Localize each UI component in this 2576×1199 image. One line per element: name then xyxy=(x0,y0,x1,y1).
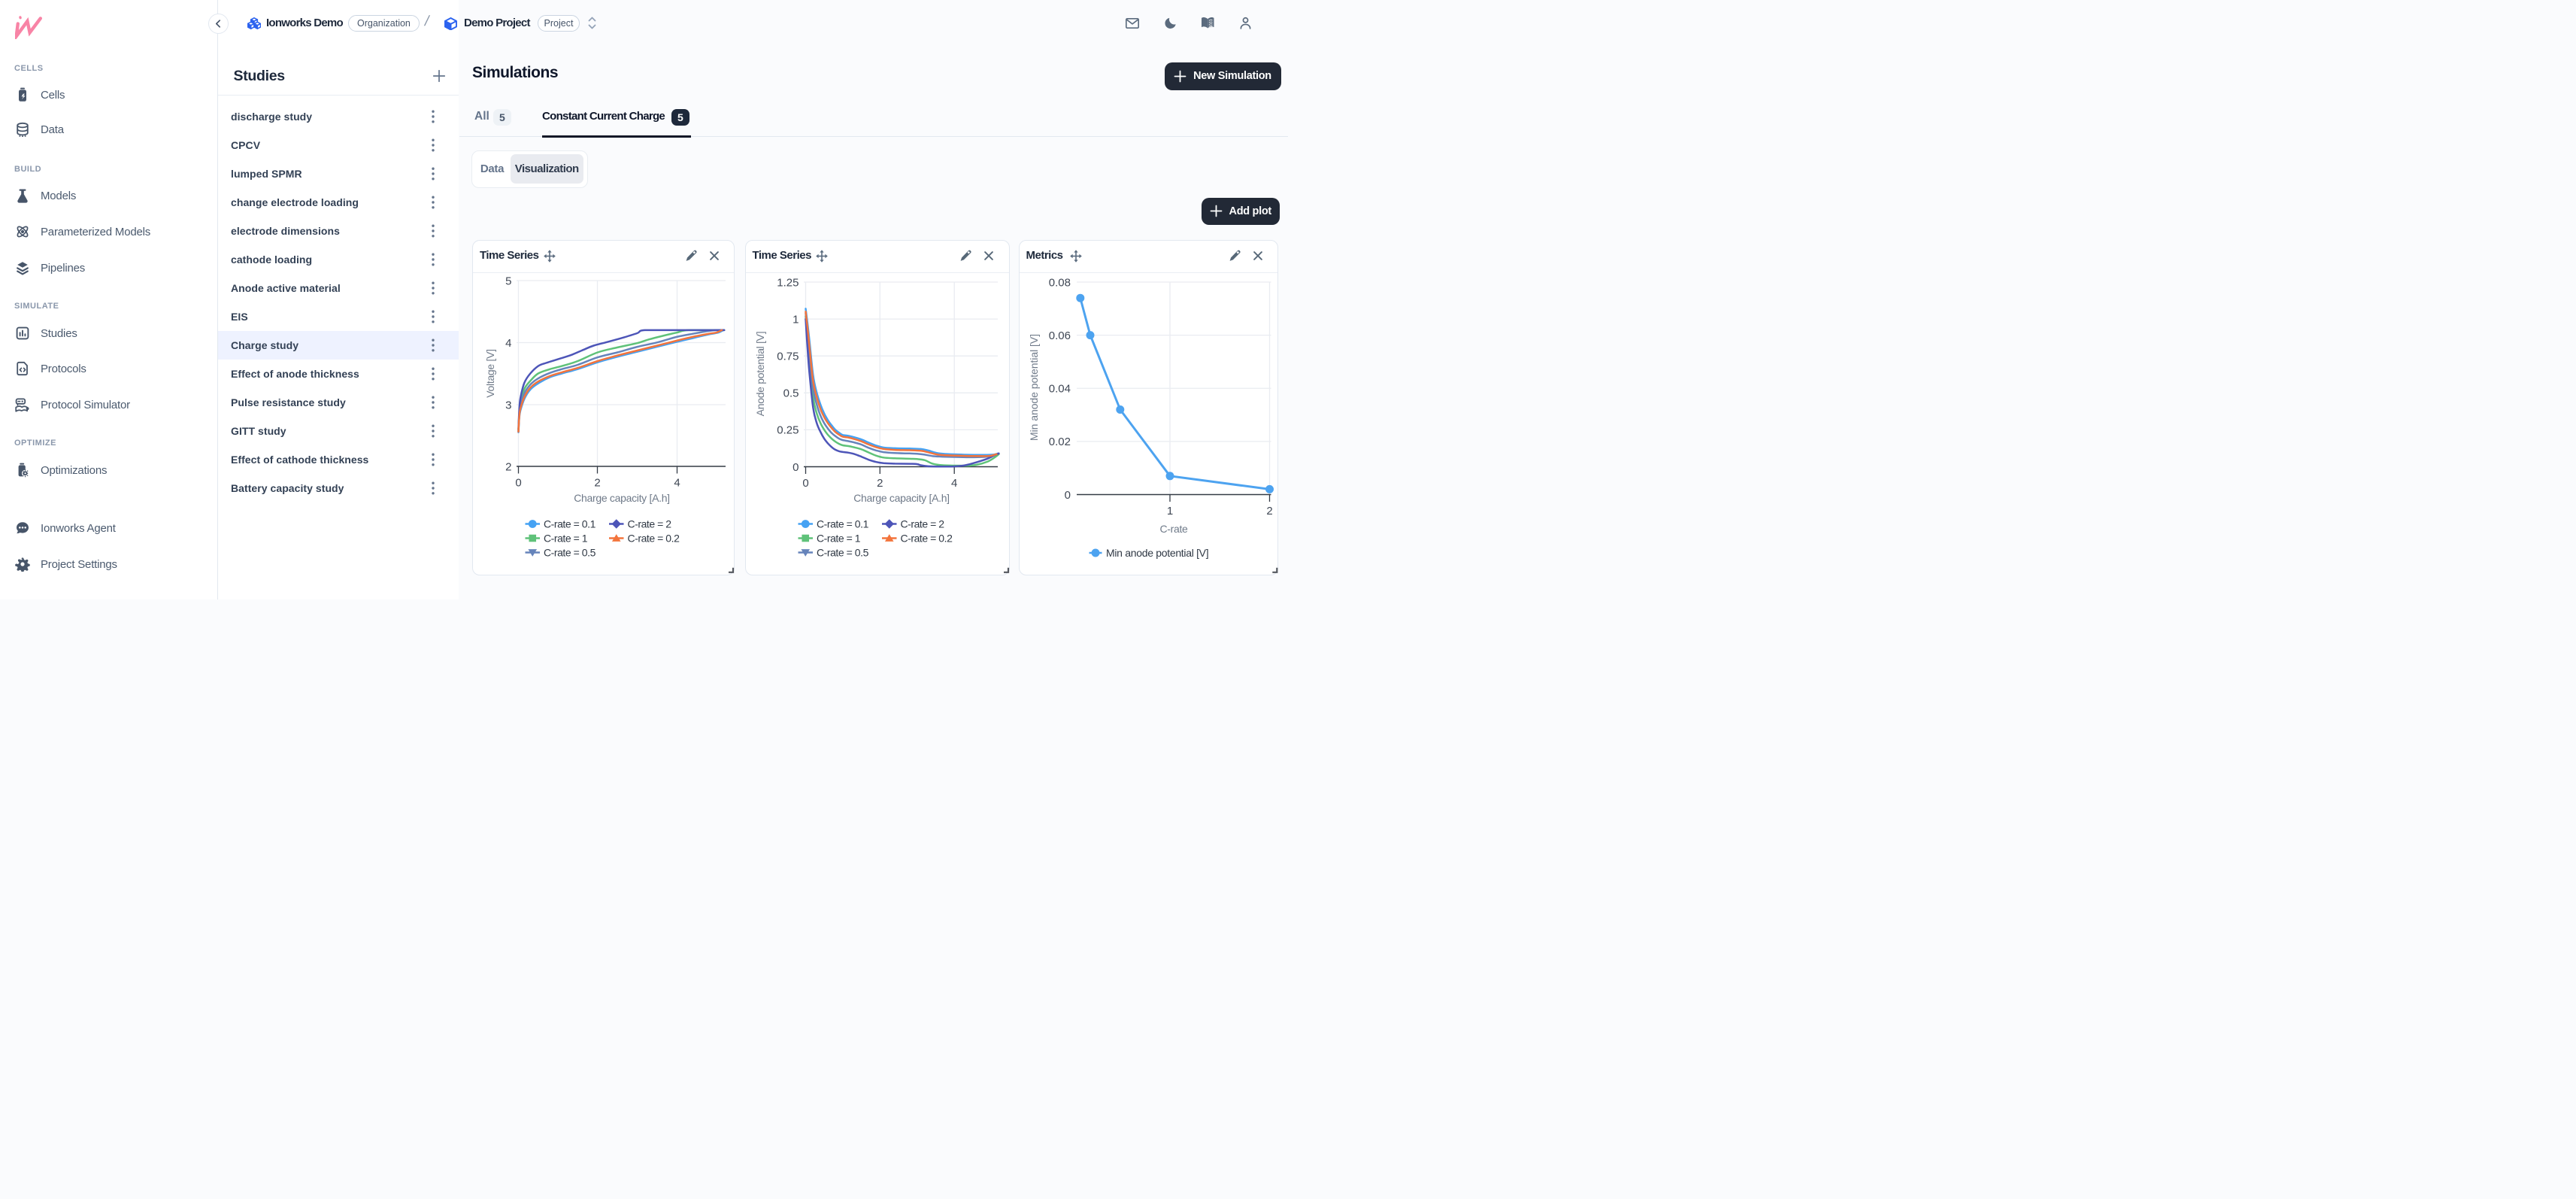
svg-text:1: 1 xyxy=(1166,505,1172,518)
svg-text:0.75: 0.75 xyxy=(777,350,799,363)
svg-text:C-rate = 1: C-rate = 1 xyxy=(544,532,588,544)
svg-text:C-rate = 0.1: C-rate = 0.1 xyxy=(817,518,869,530)
svg-text:2: 2 xyxy=(594,476,600,489)
svg-text:C-rate = 0.1: C-rate = 0.1 xyxy=(544,518,596,530)
svg-text:C-rate: C-rate xyxy=(1159,523,1188,535)
svg-text:2: 2 xyxy=(505,460,511,473)
svg-text:Charge capacity [A.h]: Charge capacity [A.h] xyxy=(574,492,670,504)
svg-text:2: 2 xyxy=(877,477,883,490)
svg-text:Min anode potential [V]: Min anode potential [V] xyxy=(1028,333,1040,440)
svg-text:5: 5 xyxy=(505,275,511,287)
svg-text:0.06: 0.06 xyxy=(1048,329,1070,341)
svg-text:C-rate = 0.5: C-rate = 0.5 xyxy=(544,546,596,558)
svg-text:2: 2 xyxy=(1266,505,1272,518)
svg-text:0: 0 xyxy=(515,476,521,489)
svg-text:Voltage [V]: Voltage [V] xyxy=(484,349,496,397)
svg-text:0.02: 0.02 xyxy=(1048,436,1070,448)
svg-text:4: 4 xyxy=(674,476,680,489)
svg-text:1.25: 1.25 xyxy=(777,276,799,289)
svg-text:C-rate = 2: C-rate = 2 xyxy=(628,518,672,530)
svg-text:C-rate = 1: C-rate = 1 xyxy=(817,532,861,544)
svg-text:0: 0 xyxy=(792,460,799,473)
svg-text:C-rate = 0.2: C-rate = 0.2 xyxy=(900,532,953,544)
svg-text:0: 0 xyxy=(802,477,808,490)
svg-text:C-rate = 0.2: C-rate = 0.2 xyxy=(628,532,680,544)
svg-text:0.04: 0.04 xyxy=(1048,382,1070,395)
svg-text:C-rate = 2: C-rate = 2 xyxy=(900,518,944,530)
svg-text:Anode potential [V]: Anode potential [V] xyxy=(754,331,766,416)
svg-text:Charge capacity [A.h]: Charge capacity [A.h] xyxy=(853,492,950,504)
svg-text:0.08: 0.08 xyxy=(1048,276,1070,289)
svg-text:4: 4 xyxy=(505,336,511,349)
svg-text:3: 3 xyxy=(505,399,511,411)
svg-text:C-rate = 0.5: C-rate = 0.5 xyxy=(817,546,869,558)
svg-text:4: 4 xyxy=(951,477,957,490)
svg-text:0: 0 xyxy=(1064,488,1070,501)
svg-text:0.25: 0.25 xyxy=(777,423,799,436)
svg-text:1: 1 xyxy=(792,313,799,326)
svg-text:Min anode potential [V]: Min anode potential [V] xyxy=(1106,547,1208,559)
svg-text:0.5: 0.5 xyxy=(783,387,799,399)
